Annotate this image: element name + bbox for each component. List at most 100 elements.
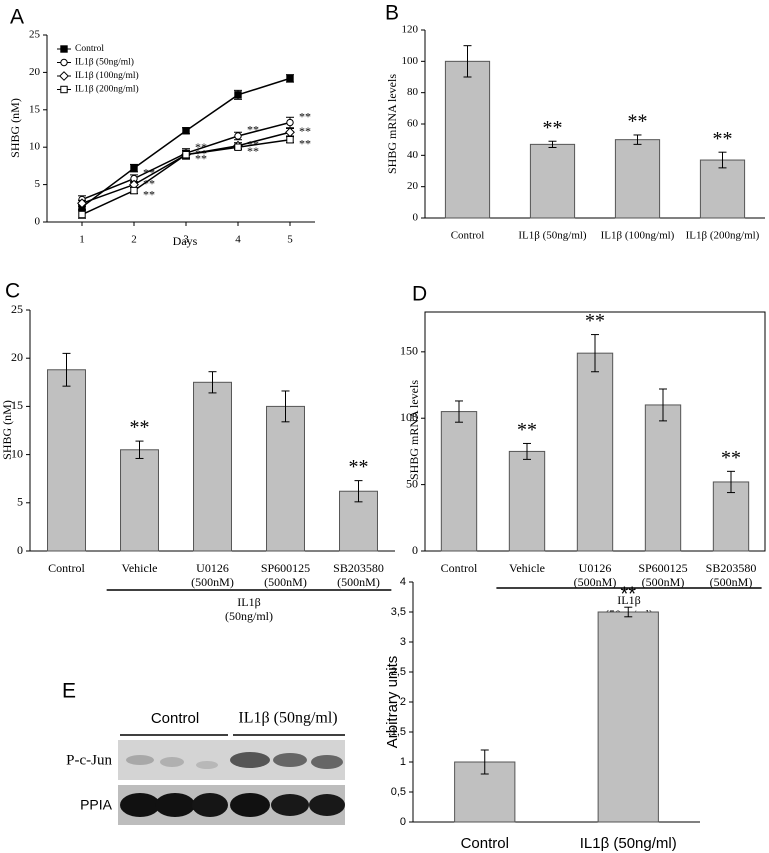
y-tick-label: 60 (407, 118, 419, 130)
x-tick-label: Control (441, 561, 478, 575)
x-tick-label: 4 (235, 234, 241, 246)
blot-band (311, 755, 343, 769)
significance-label: ** (143, 165, 155, 179)
y-tick-label: 0,5 (391, 786, 406, 798)
marker (234, 132, 242, 140)
y-tick-label: 10 (29, 141, 41, 153)
bar (508, 450, 546, 552)
y-tick-label: 25 (11, 302, 23, 316)
significance-label: ** (299, 124, 311, 138)
x-tick-label: 1 (79, 234, 85, 246)
y-tick-label: 3,5 (391, 606, 406, 618)
marker (60, 45, 68, 53)
marker (77, 198, 87, 209)
marker (285, 127, 295, 138)
marker (286, 118, 294, 127)
bar (644, 404, 682, 552)
y-tick-label: 5 (17, 495, 23, 509)
marker (60, 58, 68, 67)
panel: B 0 20 40 60 80 100 120 SHBG mRNA levels Control I… (385, 2, 765, 242)
y-tick-label: 1,5 (391, 726, 406, 738)
significance-label: ** (143, 176, 155, 190)
panel-label: B (385, 2, 399, 25)
x-tick-label: IL1β (100ng/ml) (601, 230, 675, 242)
x-tick-label: SB203580 (500nM) (706, 561, 757, 589)
x-tick-label: IL1β (200ng/ml) (686, 230, 760, 242)
y-tick-label: 1 (400, 756, 406, 768)
y-tick-label: 50 (406, 476, 418, 490)
bar (193, 381, 232, 552)
bar (699, 159, 746, 219)
legend-label: IL1β (100ng/ml) (75, 70, 139, 81)
blot-group-label: Control (151, 710, 199, 727)
legend-label: IL1β (200ng/ml) (75, 84, 139, 95)
y-axis-label: Arbitrary units (384, 656, 401, 749)
significance-label: ** (195, 146, 207, 160)
y-axis-label: SHBG mRNA levels (407, 380, 421, 480)
bar (597, 611, 659, 823)
bar (47, 369, 86, 552)
significance-label: ** (543, 117, 563, 139)
significance-label: ** (247, 144, 259, 158)
x-tick-label: SP600125 (500nM) (638, 561, 687, 589)
marker (234, 91, 242, 99)
x-tick-label: Control (461, 835, 509, 852)
y-tick-label: 0 (400, 816, 406, 828)
bar (712, 481, 750, 552)
significance-label: ** (721, 447, 741, 469)
x-tick-label: U0126 (500nM) (574, 561, 617, 589)
significance-label: ** (349, 456, 369, 478)
blot-group-label: IL1β (50ng/ml) (238, 710, 337, 727)
y-tick-label: 4 (400, 576, 406, 588)
marker (130, 164, 138, 172)
bar (614, 139, 661, 219)
y-tick-label: 100 (402, 55, 419, 67)
panel-label: E (62, 680, 76, 703)
legend-label: IL1β (50ng/ml) (75, 57, 134, 68)
x-tick-label: SB203580 (500nM) (333, 561, 384, 589)
significance-label: ** (195, 140, 207, 154)
y-tick-label: 15 (11, 398, 23, 412)
x-tick-label: IL1β (50ng/ml) (518, 230, 587, 242)
x-tick-label: 5 (287, 234, 293, 246)
y-tick-label: 25 (29, 29, 41, 41)
marker (182, 127, 190, 135)
x-tick-label: U0126 (500nM) (191, 561, 234, 589)
significance-label: ** (195, 151, 207, 165)
y-tick-label: 2,5 (391, 666, 406, 678)
blot-band (120, 793, 160, 817)
blot-band (230, 752, 270, 768)
y-tick-label: 40 (407, 149, 419, 161)
y-tick-label: 100 (400, 410, 418, 424)
marker (60, 85, 68, 94)
marker (234, 143, 242, 151)
x-tick-label: Vehicle (122, 561, 158, 575)
legend-label: Control (75, 44, 104, 54)
x-tick-label: Vehicle (509, 561, 545, 575)
y-tick-label: 0 (413, 212, 419, 224)
bar (440, 411, 478, 552)
significance-label: ** (628, 111, 648, 133)
y-tick-label: 5 (35, 178, 41, 190)
y-tick-label: 20 (29, 66, 41, 78)
western-blot: Control IL1β (50ng/ml) P-c-Jun PPIA (66, 710, 345, 825)
marker (182, 150, 190, 159)
significance-label: ** (620, 583, 636, 605)
group-label: IL1β(50ng/ml) (225, 595, 273, 623)
blot-row-label: PPIA (80, 797, 113, 813)
x-tick-label: IL1β (50ng/ml) (580, 835, 677, 852)
blot-band (192, 793, 228, 817)
y-axis-label: SHBG (nM) (8, 98, 22, 158)
significance-label: ** (143, 187, 155, 201)
y-axis-label: SHBG (nM) (0, 400, 14, 460)
blot-band (155, 793, 195, 817)
x-axis-label: Days (173, 234, 198, 248)
panel: C 0 5 10 15 20 25 SHBG (nM) Control Vehicle U0126(… (0, 280, 395, 623)
blot-band (160, 757, 184, 767)
y-tick-label: 20 (11, 350, 23, 364)
blot-band (309, 794, 345, 816)
bar (266, 405, 305, 552)
x-tick-label: Control (48, 561, 85, 575)
blot-band (196, 761, 218, 769)
